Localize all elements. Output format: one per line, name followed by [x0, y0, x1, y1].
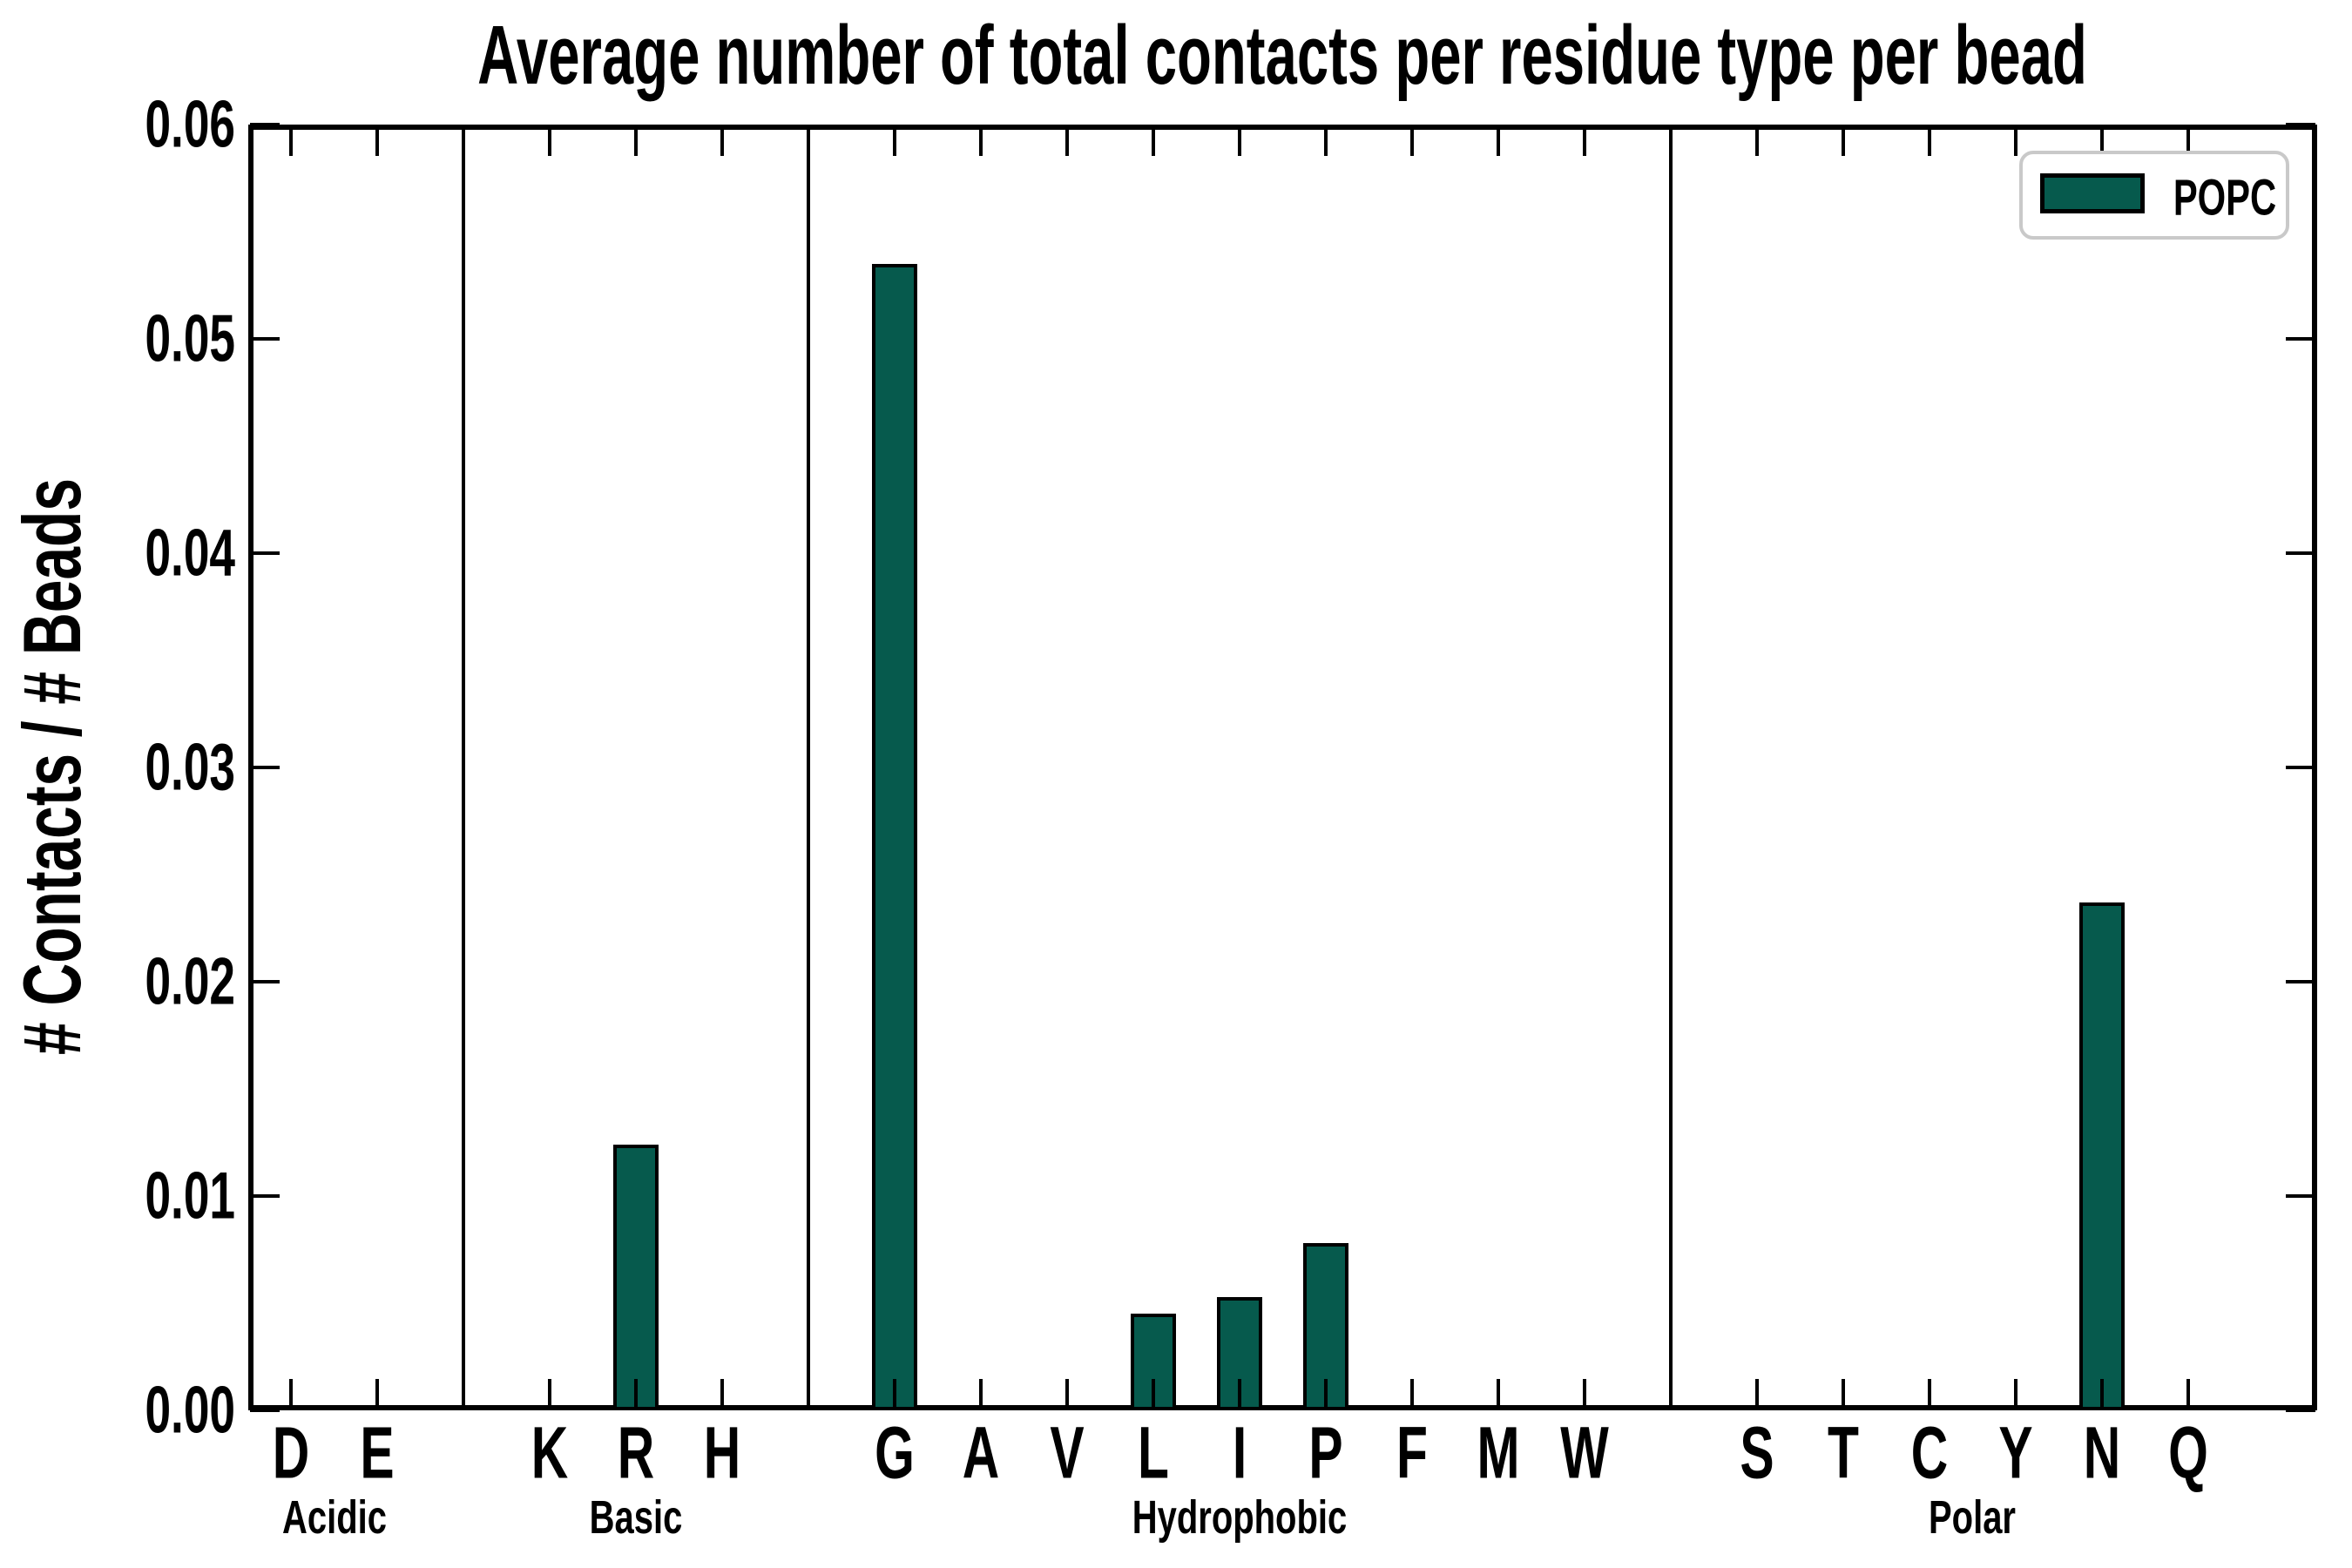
x-tick-top-D: [289, 126, 294, 156]
y-tick-label-0.00: 0.00: [145, 1373, 235, 1448]
y-tick-label-0.01: 0.01: [145, 1159, 235, 1233]
x-tick-label-G: G: [875, 1411, 916, 1494]
x-tick-bottom-L: [1152, 1379, 1156, 1409]
x-tick-bottom-K: [548, 1379, 552, 1409]
x-tick-label-F: F: [1396, 1411, 1428, 1494]
x-tick-label-V: V: [1050, 1411, 1085, 1494]
x-tick-bottom-T: [1841, 1379, 1845, 1409]
y-tick-left: [250, 337, 280, 341]
x-tick-label-P: P: [1308, 1411, 1343, 1494]
x-tick-top-N: [2099, 126, 2104, 156]
y-tick-left: [250, 551, 280, 555]
x-tick-bottom-W: [1582, 1379, 1586, 1409]
y-tick-label-0.06: 0.06: [145, 87, 235, 162]
x-tick-label-L: L: [1138, 1411, 1170, 1494]
x-tick-bottom-Y: [2013, 1379, 2017, 1409]
y-tick-left: [250, 766, 280, 769]
x-tick-bottom-I: [1238, 1379, 1242, 1409]
x-tick-label-H: H: [704, 1411, 741, 1494]
group-label-hydrophobic: Hydrophobic: [1132, 1491, 1348, 1544]
x-tick-top-W: [1582, 126, 1586, 156]
group-label-basic: Basic: [589, 1491, 683, 1544]
x-tick-bottom-A: [979, 1379, 983, 1409]
chart-title: Average number of total contacts per res…: [477, 9, 2087, 102]
x-tick-label-M: M: [1477, 1411, 1520, 1494]
x-tick-bottom-E: [375, 1379, 380, 1409]
x-tick-label-K: K: [531, 1411, 569, 1494]
x-tick-top-T: [1841, 126, 1845, 156]
x-tick-label-Q: Q: [2167, 1411, 2208, 1494]
x-tick-label-T: T: [1827, 1411, 1859, 1494]
legend: POPC: [2019, 151, 2289, 240]
y-tick-label-0.03: 0.03: [145, 730, 235, 805]
x-tick-top-M: [1496, 126, 1500, 156]
y-tick-right: [2286, 1194, 2315, 1198]
group-label-acidic: Acidic: [281, 1491, 387, 1544]
x-tick-top-K: [548, 126, 552, 156]
bar-G: [872, 264, 918, 1410]
x-tick-top-I: [1238, 126, 1242, 156]
x-tick-bottom-V: [1065, 1379, 1070, 1409]
x-tick-label-N: N: [2083, 1411, 2120, 1494]
x-tick-top-F: [1409, 126, 1414, 156]
y-tick-left: [250, 1409, 280, 1412]
x-tick-bottom-C: [1927, 1379, 1931, 1409]
x-tick-top-E: [375, 126, 380, 156]
y-tick-label-0.05: 0.05: [145, 301, 235, 376]
legend-label-popc: POPC: [2173, 169, 2277, 226]
group-divider-1: [807, 125, 811, 1410]
x-tick-top-S: [1754, 126, 1759, 156]
group-divider-0: [462, 125, 466, 1410]
x-tick-label-S: S: [1740, 1411, 1774, 1494]
x-tick-label-D: D: [273, 1411, 310, 1494]
x-tick-top-L: [1152, 126, 1156, 156]
x-tick-top-A: [979, 126, 983, 156]
bar-N: [2078, 902, 2125, 1410]
y-tick-right: [2286, 980, 2315, 983]
x-tick-label-R: R: [618, 1411, 655, 1494]
y-tick-left: [250, 1194, 280, 1198]
x-tick-top-P: [1323, 126, 1328, 156]
x-tick-bottom-G: [893, 1379, 897, 1409]
x-tick-label-Y: Y: [1998, 1411, 2033, 1494]
x-tick-top-Y: [2013, 126, 2017, 156]
y-tick-right: [2286, 766, 2315, 769]
x-tick-label-C: C: [1910, 1411, 1948, 1494]
x-tick-bottom-D: [289, 1379, 294, 1409]
x-tick-top-V: [1065, 126, 1070, 156]
y-tick-label-0.02: 0.02: [145, 944, 235, 1019]
x-tick-bottom-H: [720, 1379, 725, 1409]
legend-swatch-popc: [2040, 173, 2145, 213]
y-tick-right: [2286, 1409, 2315, 1412]
x-tick-label-W: W: [1560, 1411, 1609, 1494]
x-tick-bottom-F: [1409, 1379, 1414, 1409]
group-label-polar: Polar: [1929, 1491, 2017, 1544]
x-tick-top-G: [893, 126, 897, 156]
x-tick-top-C: [1927, 126, 1931, 156]
y-tick-label-0.04: 0.04: [145, 516, 235, 591]
x-tick-top-Q: [2186, 126, 2190, 156]
x-tick-bottom-R: [634, 1379, 639, 1409]
x-tick-label-I: I: [1232, 1411, 1247, 1494]
y-tick-right: [2286, 337, 2315, 341]
x-tick-bottom-Q: [2186, 1379, 2190, 1409]
bar-R: [613, 1145, 659, 1410]
y-tick-right: [2286, 551, 2315, 555]
y-tick-left: [250, 123, 280, 126]
group-divider-2: [1668, 125, 1673, 1410]
x-tick-label-A: A: [962, 1411, 1000, 1494]
x-tick-top-R: [634, 126, 639, 156]
x-tick-top-H: [720, 126, 725, 156]
x-tick-bottom-N: [2099, 1379, 2104, 1409]
x-tick-label-E: E: [360, 1411, 395, 1494]
y-tick-right: [2286, 123, 2315, 126]
y-tick-left: [250, 980, 280, 983]
x-tick-bottom-S: [1754, 1379, 1759, 1409]
x-tick-bottom-M: [1496, 1379, 1500, 1409]
x-tick-bottom-P: [1323, 1379, 1328, 1409]
plot-area: [248, 125, 2317, 1410]
